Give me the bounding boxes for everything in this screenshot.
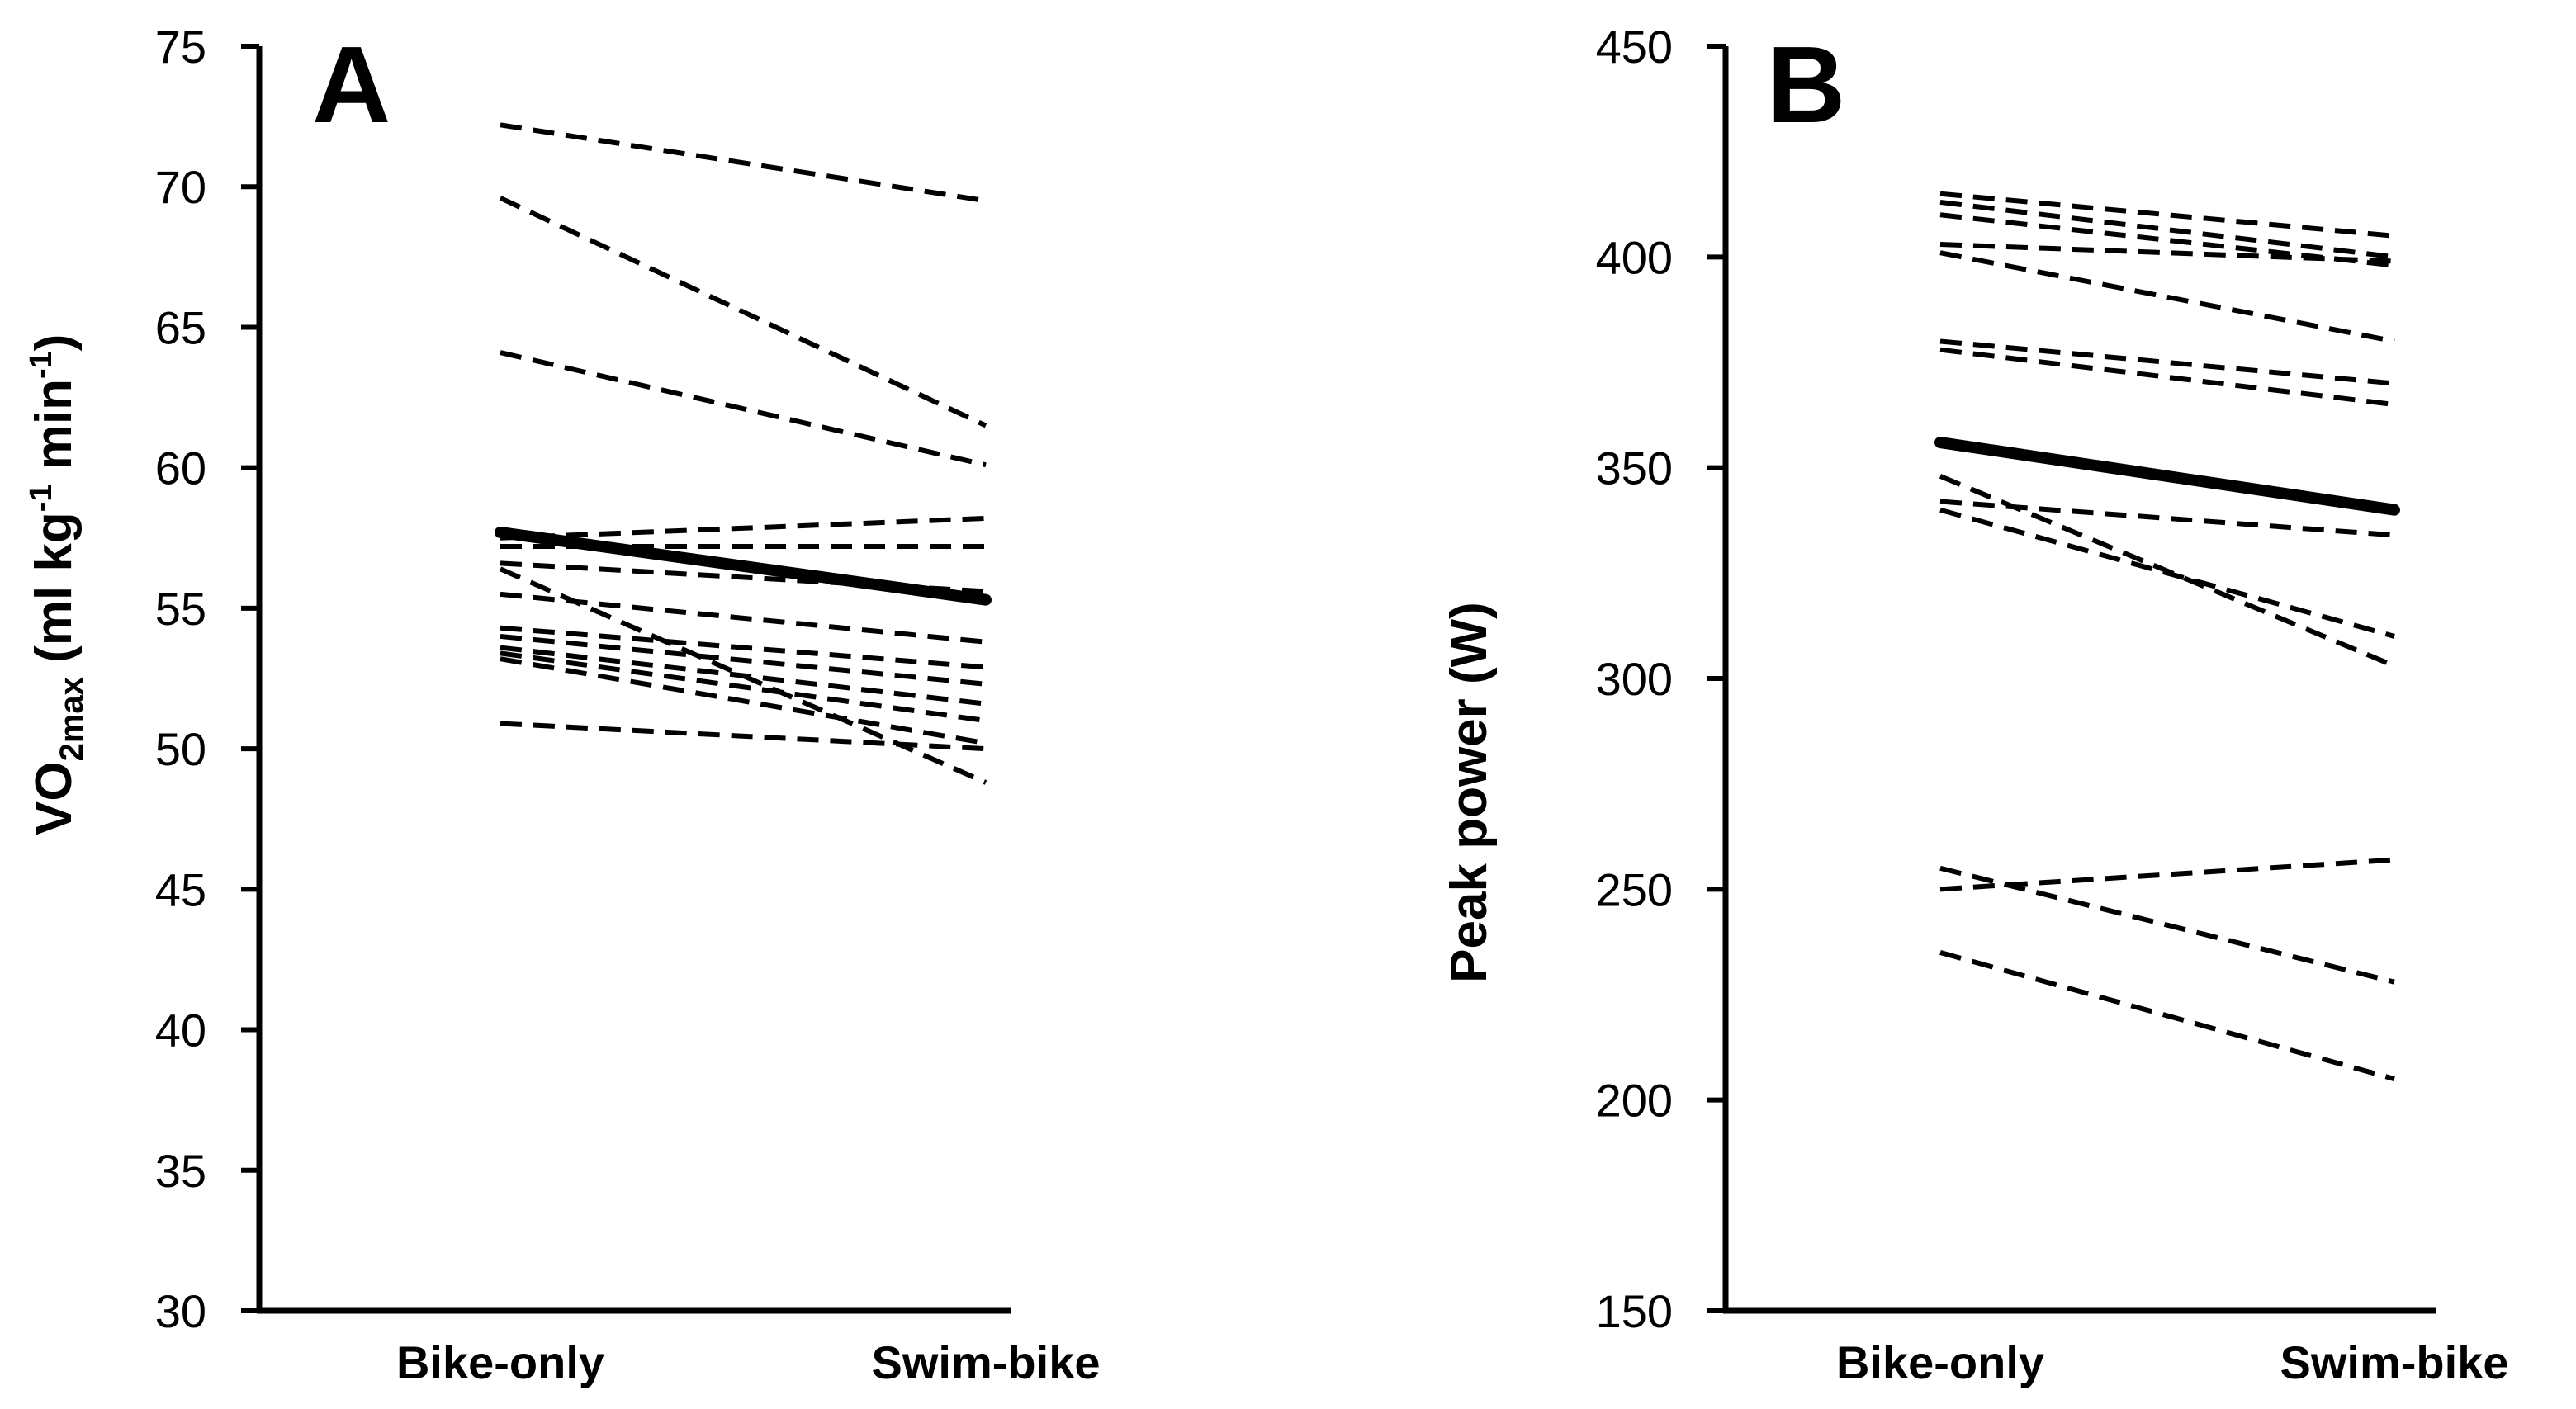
panel-b-subject-line bbox=[1939, 212, 2395, 268]
panel-a-series bbox=[499, 122, 987, 785]
panel-a-subject-line bbox=[500, 656, 987, 746]
panel-a-y-tick-label: 75 bbox=[155, 21, 206, 73]
panel-a-x-category-label: Swim-bike bbox=[872, 1336, 1101, 1388]
panel-a-mean bbox=[495, 526, 992, 606]
panel-a-axes: 30 35 40 45 50 55 60 65 70 75 Bike-only Swim-bike bbox=[155, 21, 1101, 1388]
panel-b-series bbox=[1939, 191, 2396, 1082]
panel-b-mean bbox=[1934, 437, 2400, 516]
panel-a-x-category-label: Bike-only bbox=[396, 1336, 604, 1388]
panel-b-subject-line bbox=[1939, 347, 2395, 408]
panel-b-y-tick-label: 450 bbox=[1596, 21, 1673, 73]
panel-a-y-tick-label: 70 bbox=[155, 161, 206, 213]
panel-a-subject-line bbox=[500, 721, 987, 752]
panel-a-y-axis-title: VO2max (ml kg-1 min-1) bbox=[24, 334, 90, 835]
panel-a-subject-line bbox=[500, 591, 987, 645]
panel-b-subject-line bbox=[1939, 191, 2395, 239]
panel-a-y-tick-label: 50 bbox=[155, 723, 206, 775]
panel-a-subject-line bbox=[500, 645, 987, 707]
panel-b-mean-line bbox=[1934, 437, 2400, 516]
panel-a-subject-line bbox=[500, 650, 987, 724]
panel-b-subject-line bbox=[1939, 865, 2395, 985]
panel-a-y-tick-label: 65 bbox=[155, 301, 206, 353]
panel-b-subject-line bbox=[1939, 242, 2395, 264]
panel-a-subject-line bbox=[500, 122, 987, 204]
panel-b-y-axis-title: Peak power (W) bbox=[1441, 602, 1498, 983]
panel-b-subject-line bbox=[1939, 950, 2395, 1082]
panel-b-letter: B bbox=[1767, 24, 1845, 145]
panel-b-y-tick-label: 300 bbox=[1596, 653, 1673, 705]
panel-a-y-tick-label: 55 bbox=[155, 583, 206, 635]
panel-a-subject-line bbox=[500, 625, 987, 670]
panel-b-subject-line bbox=[1939, 499, 2395, 538]
panel-b-subject-line bbox=[1939, 507, 2395, 639]
panel-a-y-tick-label: 30 bbox=[155, 1285, 206, 1337]
panel-a-subject-line bbox=[499, 196, 987, 428]
panel-b-x-category-label: Bike-only bbox=[1836, 1336, 2044, 1388]
panel-a-mean-line bbox=[495, 526, 992, 606]
panel-b-axes: 150 200 250 300 350 400 450 Bike-only Swim-bike bbox=[1596, 21, 2509, 1388]
panel-b-subject-line bbox=[1939, 250, 2395, 344]
panel-a-vo2max-chart: 30 35 40 45 50 55 60 65 70 75 Bike-only Swim-bike A… bbox=[24, 21, 1100, 1388]
panel-b-y-tick-label: 400 bbox=[1596, 231, 1673, 283]
panel-b-subject-line bbox=[1939, 857, 2395, 892]
panel-b-y-tick-label: 150 bbox=[1596, 1285, 1673, 1337]
panel-a-y-tick-label: 45 bbox=[155, 863, 206, 915]
panel-a-y-tick-label: 60 bbox=[155, 442, 206, 494]
panel-a-y-tick-label: 35 bbox=[155, 1145, 206, 1197]
panel-b-y-tick-label: 350 bbox=[1596, 442, 1673, 494]
panel-b-subject-line bbox=[1939, 338, 2395, 386]
panel-a-subject-line bbox=[500, 633, 987, 687]
panel-a-subject-line bbox=[500, 515, 987, 541]
panel-a-y-tick-label: 40 bbox=[155, 1005, 206, 1057]
panel-a-letter: A bbox=[312, 24, 391, 145]
panel-b-y-tick-label: 250 bbox=[1596, 863, 1673, 915]
panel-b-x-category-label: Swim-bike bbox=[2280, 1336, 2509, 1388]
panel-b-subject-line bbox=[1939, 199, 2395, 260]
panel-a-subject-line bbox=[500, 350, 987, 468]
panel-b-y-tick-label: 200 bbox=[1596, 1075, 1673, 1127]
